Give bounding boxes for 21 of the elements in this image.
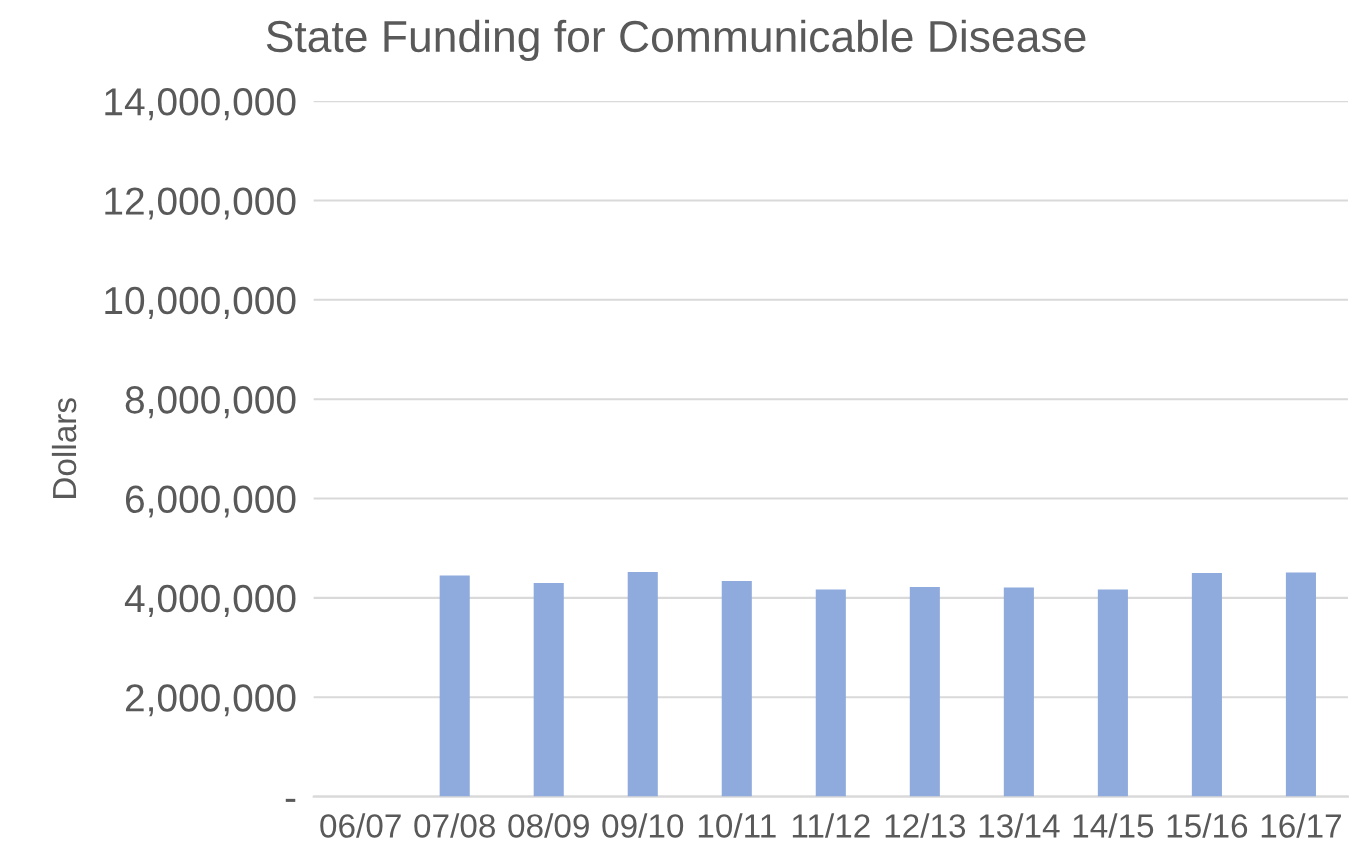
x-tick-label: 09/10 <box>602 813 684 838</box>
x-tick-label: 16/17 <box>1261 813 1341 838</box>
y-tick-label: 12,000,000 <box>105 187 296 220</box>
x-tick-label: 08/09 <box>508 813 589 838</box>
y-tick-label: - <box>285 798 296 802</box>
x-tick-label: 06/07 <box>320 813 401 838</box>
y-tick-label: 10,000,000 <box>105 286 296 319</box>
x-tick-label: 07/08 <box>414 813 495 838</box>
y-tick-label: 2,000,000 <box>125 684 296 717</box>
x-tick-label: 11/12 <box>792 813 870 838</box>
y-tick-label: 8,000,000 <box>125 386 296 419</box>
y-tick-label: 6,000,000 <box>125 485 296 518</box>
y-tick-label: 4,000,000 <box>124 584 296 617</box>
x-tick-label: 10/11 <box>698 813 776 838</box>
x-tick-label: 14/15 <box>1073 813 1154 838</box>
y-tick-label: 14,000,000 <box>105 88 296 121</box>
y-axis-title: Dollars <box>51 398 77 498</box>
chart-title: State Funding for Communicable Disease <box>266 19 1086 62</box>
x-tick-label: 15/16 <box>1167 813 1248 838</box>
x-tick-label: 12/13 <box>885 813 966 838</box>
x-tick-label: 13/14 <box>979 813 1060 838</box>
